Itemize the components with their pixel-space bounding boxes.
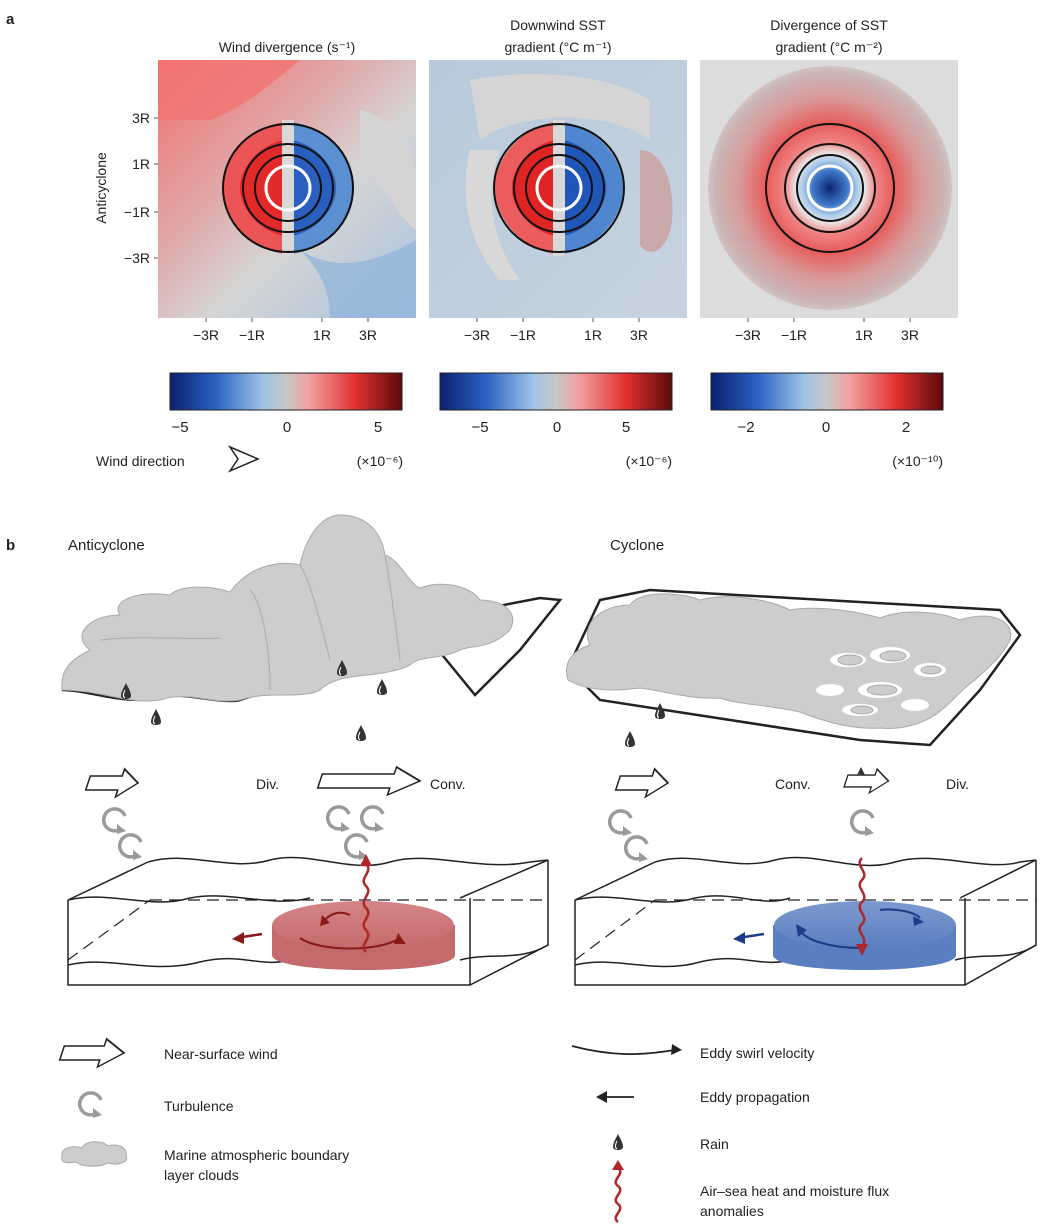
map1-x-tick: −1R — [239, 327, 265, 343]
legend-turbulence: Turbulence — [164, 1098, 234, 1114]
anticyclone-title: Anticyclone — [68, 537, 145, 554]
legend-eddy-propagation: Eddy propagation — [700, 1089, 810, 1105]
map3-x-tick: −1R — [781, 327, 807, 343]
near-surface-wind-icon — [843, 767, 890, 795]
legend-rain: Rain — [700, 1136, 729, 1152]
map3-x-tick: 1R — [855, 327, 873, 343]
map2-x-tick: 1R — [584, 327, 602, 343]
colorbar2-multiplier: (×10⁻⁶) — [626, 453, 672, 469]
anticyclone-clouds — [61, 514, 563, 703]
colorbar1-multiplier: (×10⁻⁶) — [357, 453, 403, 469]
y-tick: −1R — [124, 204, 150, 220]
map3-x-tick: −3R — [735, 327, 761, 343]
map2-x-tick: −1R — [510, 327, 536, 343]
map2-title-line2: gradient (°C m⁻¹) — [504, 39, 611, 55]
cyclone-clouds — [566, 588, 1022, 747]
rain-icon — [376, 678, 388, 696]
legend-flux-line1: Air–sea heat and moisture flux — [700, 1183, 889, 1199]
anticyclone-conv-label: Conv. — [430, 776, 466, 792]
map2-x-tick: 3R — [630, 327, 648, 343]
near-surface-wind-icon — [612, 768, 674, 798]
turbulence-icon — [343, 833, 370, 862]
legend-clouds-line1: Marine atmospheric boundary — [164, 1147, 349, 1163]
map1-x-tick: 1R — [313, 327, 331, 343]
colorbar-1 — [169, 372, 403, 411]
rain-icon — [624, 730, 636, 748]
colorbar-3 — [710, 372, 944, 411]
legend-eddy-swirl-icon — [571, 1044, 682, 1055]
map1-title: Wind divergence (s⁻¹) — [219, 39, 356, 55]
y-tick: 3R — [132, 110, 150, 126]
legend-eddy-propagation-icon — [596, 1091, 634, 1103]
map2-x-tick: −3R — [464, 327, 490, 343]
wind-direction-icon — [227, 445, 260, 473]
legend-flux-line2: anomalies — [700, 1203, 764, 1219]
turbulence-icon — [117, 833, 144, 862]
cyclone-conv-label: Conv. — [775, 776, 811, 792]
map3-title-line1: Divergence of SST — [770, 17, 888, 33]
colorbar3-multiplier: (×10⁻¹⁰) — [892, 453, 943, 469]
legend-eddy-swirl: Eddy swirl velocity — [700, 1045, 814, 1061]
turbulence-icon — [849, 809, 876, 838]
colorbar2-tick: 0 — [553, 419, 561, 436]
rain-icon — [355, 724, 367, 742]
turbulence-icon — [607, 809, 634, 838]
legend-flux-icon — [612, 1160, 624, 1223]
near-surface-wind-icon — [316, 765, 422, 797]
cyclone-title: Cyclone — [610, 537, 664, 554]
panel-a-label: a — [6, 11, 15, 28]
map3-x-tick: 3R — [901, 327, 919, 343]
colorbar1-tick: 5 — [374, 419, 382, 436]
colorbar2-tick: −5 — [471, 419, 488, 436]
map-wind-divergence — [158, 60, 416, 318]
legend-cloud-icon — [61, 1141, 128, 1167]
cyclone-div-label: Div. — [946, 776, 969, 792]
near-surface-wind-icon — [82, 768, 144, 798]
rain-icon — [150, 708, 162, 726]
legend-near-surface-wind-icon — [58, 1037, 126, 1069]
colorbar3-tick: 0 — [822, 419, 830, 436]
legend-rain-icon — [612, 1133, 624, 1151]
map-downwind-sst-gradient — [429, 60, 687, 318]
map1-x-tick: −3R — [193, 327, 219, 343]
map-divergence-sst-gradient — [700, 60, 958, 318]
y-tick: −3R — [124, 250, 150, 266]
colorbar2-tick: 5 — [622, 419, 630, 436]
colorbar3-tick: 2 — [902, 419, 910, 436]
anticyclone-ocean-slab — [67, 854, 549, 986]
turbulence-icon — [623, 835, 650, 864]
y-tick: 1R — [132, 156, 150, 172]
turbulence-icon — [325, 805, 352, 834]
row-label-anticyclone: Anticyclone — [93, 152, 109, 224]
panel-b-label: b — [6, 537, 15, 554]
legend-near-surface-wind: Near-surface wind — [164, 1046, 278, 1062]
turbulence-icon — [359, 805, 386, 834]
map1-x-tick: 3R — [359, 327, 377, 343]
rain-icon — [654, 702, 666, 720]
legend-turbulence-icon — [77, 1091, 104, 1120]
colorbar3-tick: −2 — [737, 419, 754, 436]
map3-title-line2: gradient (°C m⁻²) — [775, 39, 882, 55]
wind-direction-label: Wind direction — [96, 453, 185, 469]
turbulence-icon — [101, 807, 128, 836]
colorbar1-tick: −5 — [171, 419, 188, 436]
anticyclone-div-label: Div. — [256, 776, 279, 792]
legend-clouds-line2: layer clouds — [164, 1167, 239, 1183]
map2-title-line1: Downwind SST — [510, 17, 606, 33]
colorbar1-tick: 0 — [283, 419, 291, 436]
colorbar-2 — [439, 372, 673, 411]
cyclone-ocean-slab — [574, 856, 1037, 986]
